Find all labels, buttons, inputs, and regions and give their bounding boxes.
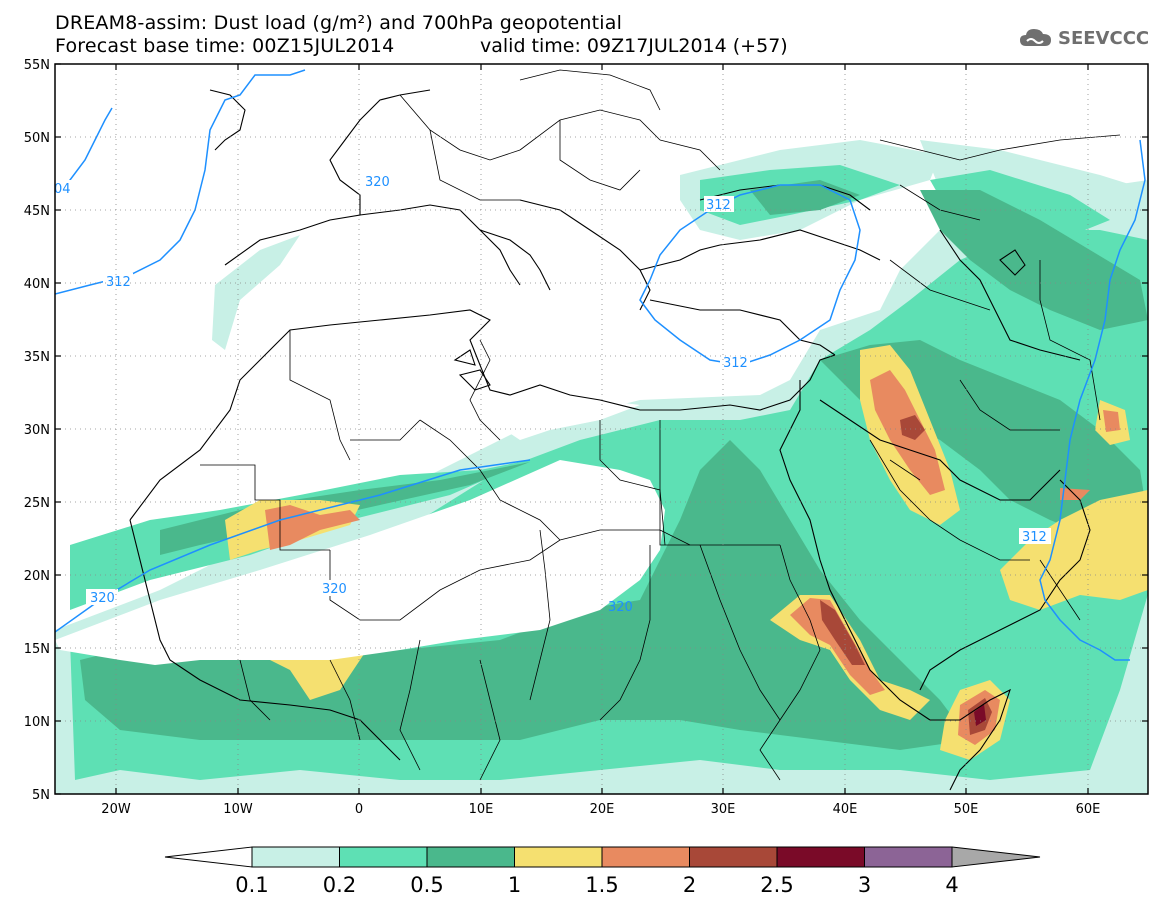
lon-labels: 20W 10W 0 10E 20E 30E 40E 50E 60E xyxy=(101,802,1100,817)
colorbar-low-arrow xyxy=(164,846,253,868)
lat-label: 55N xyxy=(24,58,50,73)
contour-label: 320 xyxy=(365,175,390,190)
colorbar-segment xyxy=(251,846,340,868)
lon-label: 50E xyxy=(954,802,979,817)
lat-label: 30N xyxy=(24,423,50,438)
plot-area: 04 320 312 312 312 320 320 320 312 xyxy=(54,64,1148,794)
contour-label: 320 xyxy=(322,582,347,597)
valid-time: valid time: 09Z17JUL2014 (+57) xyxy=(480,35,788,57)
contour-label: 320 xyxy=(90,591,115,606)
colorbar-tick: 0.1 xyxy=(235,873,268,897)
colorbar-tick: 0.5 xyxy=(410,873,443,897)
colorbar-tick: 2.5 xyxy=(760,873,793,897)
colorbar-segment xyxy=(601,846,690,868)
cloud-icon xyxy=(1020,29,1051,46)
lat-label: 50N xyxy=(24,131,50,146)
lat-label: 5N xyxy=(32,788,50,803)
colorbar-high-arrow xyxy=(951,846,1041,868)
lat-label: 15N xyxy=(24,642,50,657)
colorbar-tick: 3 xyxy=(858,873,871,897)
colorbar-segment xyxy=(426,846,515,868)
colorbar-segment xyxy=(689,846,778,868)
colorbar-segment xyxy=(864,846,953,868)
contour-label: 320 xyxy=(608,600,633,615)
lon-label: 30E xyxy=(711,802,736,817)
lon-label: 20E xyxy=(590,802,615,817)
lon-label: 10E xyxy=(469,802,494,817)
lat-labels: 55N 50N 45N 40N 35N 30N 25N 20N 15N 10N … xyxy=(24,58,50,803)
forecast-base-time: Forecast base time: 00Z15JUL2014 xyxy=(55,35,395,57)
colorbar-tick: 2 xyxy=(683,873,696,897)
lon-label: 20W xyxy=(101,802,131,817)
contour-label: 312 xyxy=(1022,530,1047,545)
country-borders xyxy=(200,69,1121,781)
lon-label: 10W xyxy=(223,802,253,817)
colorbar-tick: 4 xyxy=(945,873,958,897)
lon-label: 0 xyxy=(355,802,363,817)
colorbar-labels: 0.1 0.2 0.5 1 1.5 2 2.5 3 4 xyxy=(235,873,958,897)
lat-label: 10N xyxy=(24,715,50,730)
colorbar-tick: 0.2 xyxy=(323,873,356,897)
contour-label: 312 xyxy=(106,275,131,290)
seevccc-logo: SEEVCCC xyxy=(1018,26,1149,50)
contour-label: 04 xyxy=(54,182,71,197)
graticule xyxy=(55,64,1148,794)
lat-label: 45N xyxy=(24,204,50,219)
colorbar-segment xyxy=(514,846,603,868)
contour-label: 312 xyxy=(723,356,748,371)
contour-labels: 04 320 312 312 312 320 320 320 312 xyxy=(54,175,1051,615)
axis-ticks xyxy=(55,63,1148,795)
colorbar-segment xyxy=(776,846,865,868)
colorbar xyxy=(164,846,1041,868)
logo-text: SEEVCCC xyxy=(1058,27,1150,49)
lat-label: 40N xyxy=(24,277,50,292)
lat-label: 20N xyxy=(24,569,50,584)
contour-label: 312 xyxy=(706,198,731,213)
coastlines xyxy=(129,89,1091,791)
map-title: DREAM8-assim: Dust load (g/m²) and 700hP… xyxy=(55,12,623,34)
lat-label: 35N xyxy=(24,350,50,365)
lat-label: 25N xyxy=(24,496,50,511)
colorbar-tick: 1 xyxy=(508,873,521,897)
colorbar-tick: 1.5 xyxy=(585,873,618,897)
lon-label: 60E xyxy=(1076,802,1101,817)
colorbar-segment xyxy=(339,846,428,868)
lon-label: 40E xyxy=(833,802,858,817)
dust-free-band xyxy=(55,400,665,665)
